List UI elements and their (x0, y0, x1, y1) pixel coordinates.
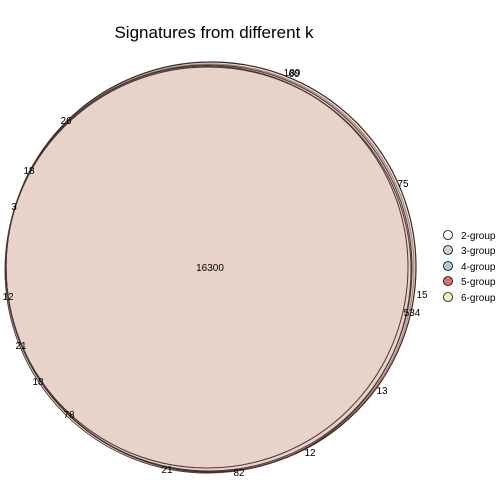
legend-label: 2-group (461, 231, 496, 242)
region-count: 13 (376, 386, 388, 397)
region-count: 16300 (196, 263, 224, 274)
legend-label: 3-group (461, 246, 496, 257)
region-count: 534 (404, 308, 421, 319)
region-count: 78 (63, 410, 75, 421)
legend: 2-group 3-group 4-group 5-group 6-group (443, 230, 496, 304)
legend-swatch-icon (443, 230, 453, 240)
legend-item: 6-group (443, 292, 496, 304)
legend-label: 4-group (461, 262, 496, 273)
region-count: 189 (284, 68, 301, 79)
diagram-title: Signatures from different k (114, 23, 314, 42)
legend-item: 5-group (443, 276, 496, 288)
region-count: 12 (2, 292, 14, 303)
region-counts: 16300 189 60 26 18 3 12 21 18 78 21 82 1… (2, 68, 428, 479)
legend-item: 2-group (443, 230, 496, 242)
set-circle-4-group (4, 66, 412, 474)
set-circle-6-group (5, 65, 409, 469)
legend-swatch-icon (443, 292, 453, 302)
region-count: 18 (23, 166, 35, 177)
venn-sets (4, 61, 417, 474)
region-count: 26 (60, 116, 72, 127)
region-count: 3 (11, 202, 17, 213)
legend-label: 5-group (461, 277, 496, 288)
region-count: 60 (288, 69, 300, 80)
region-count: 15 (416, 290, 428, 301)
legend-swatch-icon (443, 261, 453, 271)
legend-item: 4-group (443, 261, 496, 273)
legend-swatch-icon (443, 276, 453, 286)
legend-label: 6-group (461, 293, 496, 304)
region-count: 82 (233, 468, 245, 479)
region-count: 21 (161, 465, 173, 476)
legend-item: 3-group (443, 245, 496, 257)
region-count: 75 (397, 179, 409, 190)
region-count: 21 (15, 341, 27, 352)
region-count: 12 (304, 448, 316, 459)
region-count: 18 (32, 377, 44, 388)
legend-swatch-icon (443, 245, 453, 255)
